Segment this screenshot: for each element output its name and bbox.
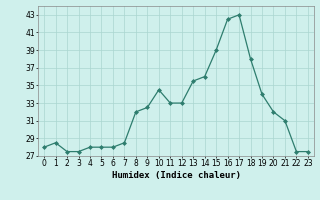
X-axis label: Humidex (Indice chaleur): Humidex (Indice chaleur) bbox=[111, 171, 241, 180]
